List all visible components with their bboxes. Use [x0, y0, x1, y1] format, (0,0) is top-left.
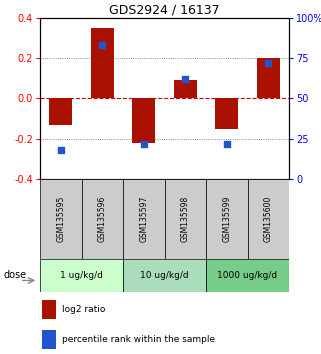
Bar	[40, 179, 82, 259]
Bar	[123, 179, 164, 259]
Text: GSM135599: GSM135599	[222, 196, 231, 242]
Text: percentile rank within the sample: percentile rank within the sample	[62, 335, 215, 344]
Bar	[82, 179, 123, 259]
Bar	[206, 179, 247, 259]
Bar	[132, 98, 155, 143]
Text: GSM135597: GSM135597	[139, 196, 148, 242]
Point	[58, 147, 63, 153]
Point	[224, 141, 229, 146]
Bar	[174, 80, 197, 98]
Point	[100, 42, 105, 48]
Text: 10 ug/kg/d: 10 ug/kg/d	[140, 271, 189, 280]
Title: GDS2924 / 16137: GDS2924 / 16137	[109, 4, 220, 17]
Text: GSM135595: GSM135595	[56, 196, 65, 242]
Bar	[91, 28, 114, 98]
Point	[183, 76, 188, 82]
Bar	[257, 58, 280, 98]
Bar	[49, 98, 72, 125]
Text: dose: dose	[3, 270, 26, 280]
Bar	[42, 330, 56, 349]
Bar	[42, 300, 56, 319]
Point	[266, 60, 271, 66]
Text: GSM135596: GSM135596	[98, 196, 107, 242]
Bar	[40, 259, 123, 292]
Text: GSM135600: GSM135600	[264, 196, 273, 242]
Point	[141, 141, 146, 146]
Bar	[247, 179, 289, 259]
Text: 1 ug/kg/d: 1 ug/kg/d	[60, 271, 103, 280]
Bar	[206, 259, 289, 292]
Bar	[215, 98, 238, 129]
Text: 1000 ug/kg/d: 1000 ug/kg/d	[217, 271, 278, 280]
Text: GSM135598: GSM135598	[181, 196, 190, 242]
Bar	[123, 259, 206, 292]
Bar	[164, 179, 206, 259]
Text: log2 ratio: log2 ratio	[62, 305, 106, 314]
